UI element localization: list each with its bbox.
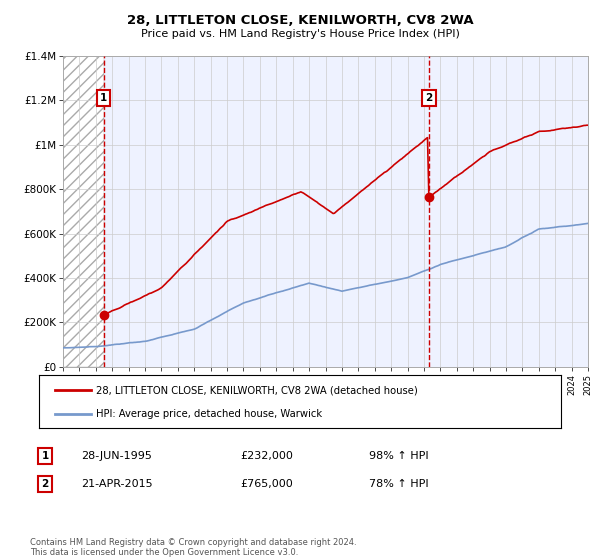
Text: 1: 1 [100, 93, 107, 103]
Text: 2: 2 [41, 479, 49, 489]
Text: 78% ↑ HPI: 78% ↑ HPI [369, 479, 428, 489]
Text: £765,000: £765,000 [240, 479, 293, 489]
Text: Contains HM Land Registry data © Crown copyright and database right 2024.
This d: Contains HM Land Registry data © Crown c… [30, 538, 356, 557]
Text: 28, LITTLETON CLOSE, KENILWORTH, CV8 2WA: 28, LITTLETON CLOSE, KENILWORTH, CV8 2WA [127, 14, 473, 27]
Text: 1: 1 [41, 451, 49, 461]
Text: 21-APR-2015: 21-APR-2015 [81, 479, 152, 489]
Text: £232,000: £232,000 [240, 451, 293, 461]
Bar [63, 56, 104, 367]
Text: Price paid vs. HM Land Registry's House Price Index (HPI): Price paid vs. HM Land Registry's House … [140, 29, 460, 39]
Text: 2: 2 [425, 93, 433, 103]
Text: 98% ↑ HPI: 98% ↑ HPI [369, 451, 428, 461]
Text: HPI: Average price, detached house, Warwick: HPI: Average price, detached house, Warw… [97, 408, 323, 418]
Text: 28-JUN-1995: 28-JUN-1995 [81, 451, 152, 461]
Text: 28, LITTLETON CLOSE, KENILWORTH, CV8 2WA (detached house): 28, LITTLETON CLOSE, KENILWORTH, CV8 2WA… [97, 385, 418, 395]
